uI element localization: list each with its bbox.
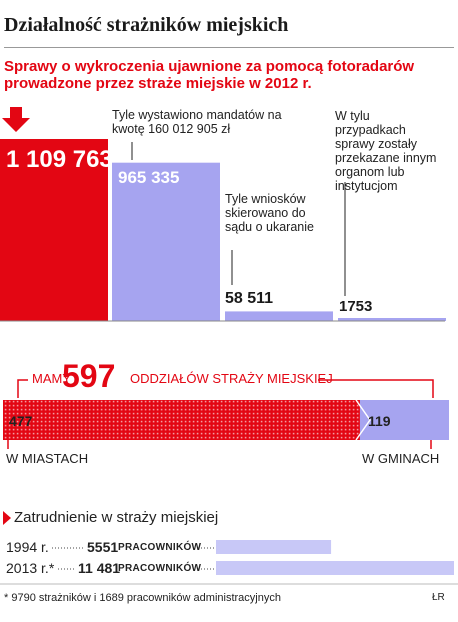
bar-court <box>225 311 333 321</box>
down-arrow-icon <box>2 107 30 132</box>
employment-unit: PRACOWNIKÓW <box>118 542 202 553</box>
annotation-other: W tylu przypadkach sprawy zostały przeka… <box>335 109 437 193</box>
bar-other <box>338 318 446 321</box>
segment-label: W MIASTACH <box>6 451 89 466</box>
employment-year: 2013 r.* <box>6 560 55 576</box>
credit: ŁR <box>432 592 445 603</box>
branches-title-number: 597 <box>62 358 116 394</box>
chart-subtitle: Sprawy o wykroczenia ujawnione za pomocą… <box>4 58 415 92</box>
bracket-line <box>318 379 434 398</box>
bar-value-label: 965 335 <box>118 168 180 187</box>
title-divider <box>4 47 454 48</box>
employment-bar-1994 <box>216 540 332 554</box>
bar-value-label: 58 511 <box>225 290 274 307</box>
bar-total <box>0 139 108 321</box>
bracket-line <box>17 379 28 398</box>
branches-title-pre: MAMY <box>32 371 71 386</box>
bar-fines <box>112 162 220 321</box>
bar-value-label: 1753 <box>339 298 373 315</box>
bullet-triangle-icon <box>3 511 11 525</box>
employment-unit: PRACOWNIKÓW <box>118 563 202 574</box>
segment-value-label: 477 <box>9 413 33 429</box>
employment-value: 11 481 <box>78 560 121 576</box>
footnote: * 9790 strażników i 1689 pracowników adm… <box>4 592 281 604</box>
page-title: Działalność strażników miejskich <box>4 14 289 36</box>
employment-value: 5551 <box>87 539 119 555</box>
annotation-court: Tyle wniosków skierowano do sądu o ukara… <box>225 192 314 234</box>
segment-cities <box>3 400 360 440</box>
employment-year: 1994 r. <box>6 539 49 555</box>
segment-separator <box>355 399 371 441</box>
bar-value-label: 1 109 763 <box>6 146 113 173</box>
segment-communes <box>359 400 449 440</box>
employment-bar-2013 <box>216 561 454 575</box>
employment-title: Zatrudnienie w straży miejskiej <box>14 509 219 526</box>
segment-value-label: 119 <box>368 413 391 429</box>
annotation-fines: Tyle wystawiono mandatów na kwotę 160 01… <box>112 108 282 136</box>
segment-label: W GMINACH <box>362 451 440 466</box>
branches-title-post: ODDZIAŁÓW STRAŻY MIEJSKIEJ <box>130 371 333 386</box>
